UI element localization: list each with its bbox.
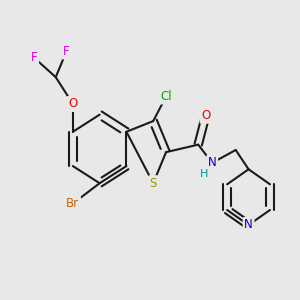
Text: Br: Br	[66, 197, 80, 210]
Text: F: F	[31, 51, 38, 64]
Text: H: H	[200, 169, 208, 178]
Text: N: N	[244, 218, 253, 232]
Text: N: N	[208, 156, 217, 170]
Text: Cl: Cl	[160, 90, 172, 103]
Text: O: O	[201, 109, 210, 122]
Text: S: S	[149, 177, 157, 190]
Text: O: O	[68, 98, 77, 110]
Text: F: F	[63, 45, 70, 58]
